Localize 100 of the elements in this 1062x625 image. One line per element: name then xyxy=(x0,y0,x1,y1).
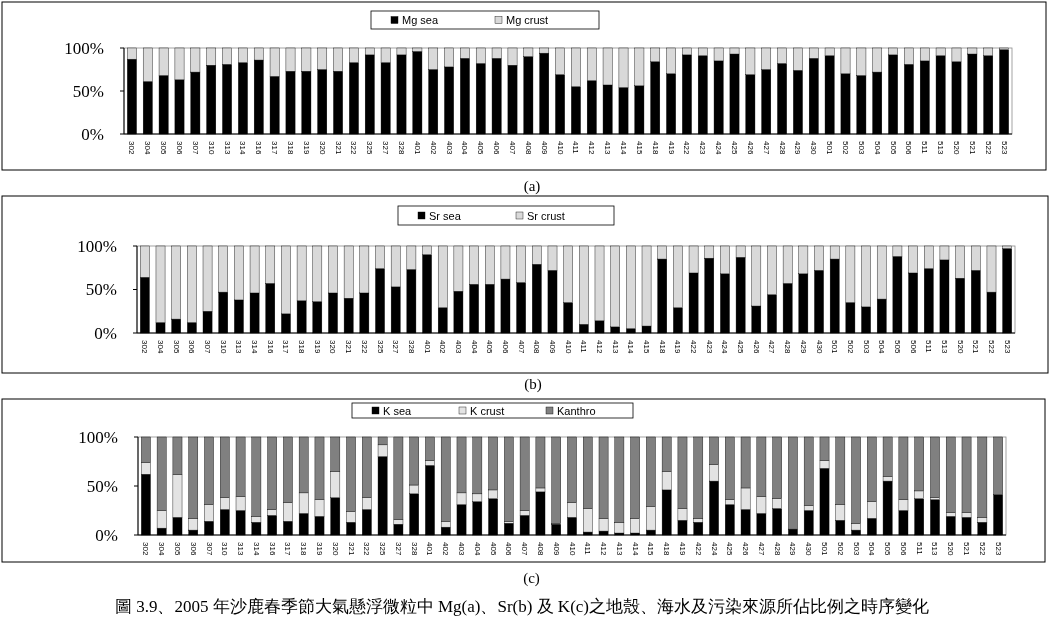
x-tick-label: 501 xyxy=(830,340,840,354)
x-tick-label: 401 xyxy=(422,340,432,354)
y-tick-label: 50% xyxy=(72,81,104,101)
x-tick-label: 523 xyxy=(1002,340,1012,354)
x-tick-label: 418 xyxy=(662,542,672,556)
x-tick-label: 501 xyxy=(820,542,830,556)
x-tick-label: 406 xyxy=(504,542,514,556)
x-tick-label: 504 xyxy=(877,340,887,354)
x-tick-label: 401 xyxy=(412,141,422,155)
x-tick-label: 321 xyxy=(346,542,356,556)
x-tick-label: 325 xyxy=(375,340,385,354)
x-tick-label: 320 xyxy=(328,340,338,354)
x-tick-label: 427 xyxy=(767,340,777,354)
x-tick-label: 409 xyxy=(547,340,557,354)
x-tick-label: 430 xyxy=(804,542,814,556)
x-tick-label: 325 xyxy=(378,542,388,556)
x-tick-label: 423 xyxy=(704,340,714,354)
x-tick-label: 503 xyxy=(851,542,861,556)
x-tick-label: 307 xyxy=(190,141,200,155)
x-tick-label: 423 xyxy=(698,141,708,155)
legend-label: K sea xyxy=(383,404,413,417)
x-tick-label: 427 xyxy=(756,542,766,556)
x-tick-label: 402 xyxy=(441,542,451,556)
x-tick-label: 328 xyxy=(406,340,416,354)
x-tick-label: 503 xyxy=(861,340,871,354)
x-tick-label: 322 xyxy=(362,542,372,556)
x-tick-label: 403 xyxy=(453,340,463,354)
x-tick-label: 402 xyxy=(428,141,438,155)
x-tick-label: 505 xyxy=(892,340,902,354)
x-tick-label: 505 xyxy=(883,542,893,556)
x-tick-label: 522 xyxy=(986,340,996,354)
x-tick-label: 413 xyxy=(603,141,613,155)
x-tick-label: 415 xyxy=(642,340,652,354)
x-tick-label: 424 xyxy=(720,340,730,354)
y-tick-label: 100% xyxy=(77,236,117,256)
x-tick-label: 511 xyxy=(914,542,924,556)
x-tick-label: 513 xyxy=(930,542,940,556)
x-tick-label: 520 xyxy=(952,141,961,155)
x-tick-label: 304 xyxy=(157,542,167,556)
y-tick-label: 0% xyxy=(81,124,104,144)
x-tick-label: 402 xyxy=(438,340,448,354)
x-tick-label: 506 xyxy=(898,542,908,556)
x-tick-label: 504 xyxy=(867,542,877,556)
x-tick-label: 429 xyxy=(793,141,803,155)
legend-label: K crust xyxy=(470,404,505,417)
x-tick-label: 411 xyxy=(571,141,581,155)
x-tick-label: 318 xyxy=(299,542,309,556)
x-tick-label: 513 xyxy=(939,340,949,354)
x-tick-label: 522 xyxy=(977,542,987,556)
text: (a) xyxy=(523,178,541,195)
x-tick-label: 425 xyxy=(730,141,739,155)
x-tick-label: 422 xyxy=(682,141,692,155)
x-tick-label: 310 xyxy=(206,141,216,155)
legend-label: Sr crust xyxy=(527,209,565,222)
x-tick-label: 427 xyxy=(761,141,771,155)
y-tick-label: 0% xyxy=(94,323,117,343)
text: (c) xyxy=(523,570,540,587)
x-tick-label: 422 xyxy=(693,542,703,556)
x-tick-label: 407 xyxy=(520,542,530,556)
x-tick-label: 522 xyxy=(983,141,993,155)
x-tick-label: 314 xyxy=(238,141,248,155)
x-tick-label: 506 xyxy=(904,141,914,155)
x-tick-label: 310 xyxy=(218,340,228,354)
y-tick-label: 100% xyxy=(78,427,118,447)
x-tick-label: 419 xyxy=(673,340,683,354)
x-tick-label: 505 xyxy=(888,141,898,155)
x-tick-label: 408 xyxy=(532,340,542,354)
x-tick-label: 428 xyxy=(772,542,782,556)
y-tick-label: 50% xyxy=(85,280,117,299)
x-tick-label: 327 xyxy=(381,141,391,155)
x-tick-label: 511 xyxy=(924,340,934,354)
x-tick-label: 403 xyxy=(444,141,454,155)
x-tick-label: 520 xyxy=(946,542,956,556)
x-tick-label: 403 xyxy=(457,542,467,556)
x-tick-label: 424 xyxy=(714,141,724,155)
x-tick-label: 409 xyxy=(539,141,549,155)
x-tick-label: 424 xyxy=(709,542,719,556)
x-tick-label: 414 xyxy=(619,141,628,155)
x-tick-label: 406 xyxy=(492,141,502,155)
x-tick-label: 413 xyxy=(614,542,624,556)
x-tick-label: 314 xyxy=(251,542,261,556)
x-tick-label: 302 xyxy=(140,340,150,354)
x-tick-label: 504 xyxy=(872,141,882,155)
x-tick-label: 513 xyxy=(936,141,946,155)
x-tick-label: 521 xyxy=(967,141,977,155)
x-tick-label: 523 xyxy=(993,542,1003,556)
x-tick-label: 418 xyxy=(657,340,667,354)
x-tick-label: 407 xyxy=(516,340,526,354)
x-tick-label: 306 xyxy=(188,542,198,556)
x-tick-label: 313 xyxy=(222,141,232,155)
x-tick-label: 520 xyxy=(955,340,965,354)
x-tick-label: 305 xyxy=(172,542,182,556)
x-tick-label: 418 xyxy=(650,141,660,155)
x-tick-label: 415 xyxy=(634,141,644,155)
x-tick-label: 430 xyxy=(809,141,819,155)
x-tick-label: 409 xyxy=(551,542,561,556)
x-tick-label: 319 xyxy=(314,542,324,556)
x-tick-label: 317 xyxy=(270,141,280,155)
x-tick-label: 411 xyxy=(579,340,589,354)
x-tick-label: 405 xyxy=(485,340,495,354)
